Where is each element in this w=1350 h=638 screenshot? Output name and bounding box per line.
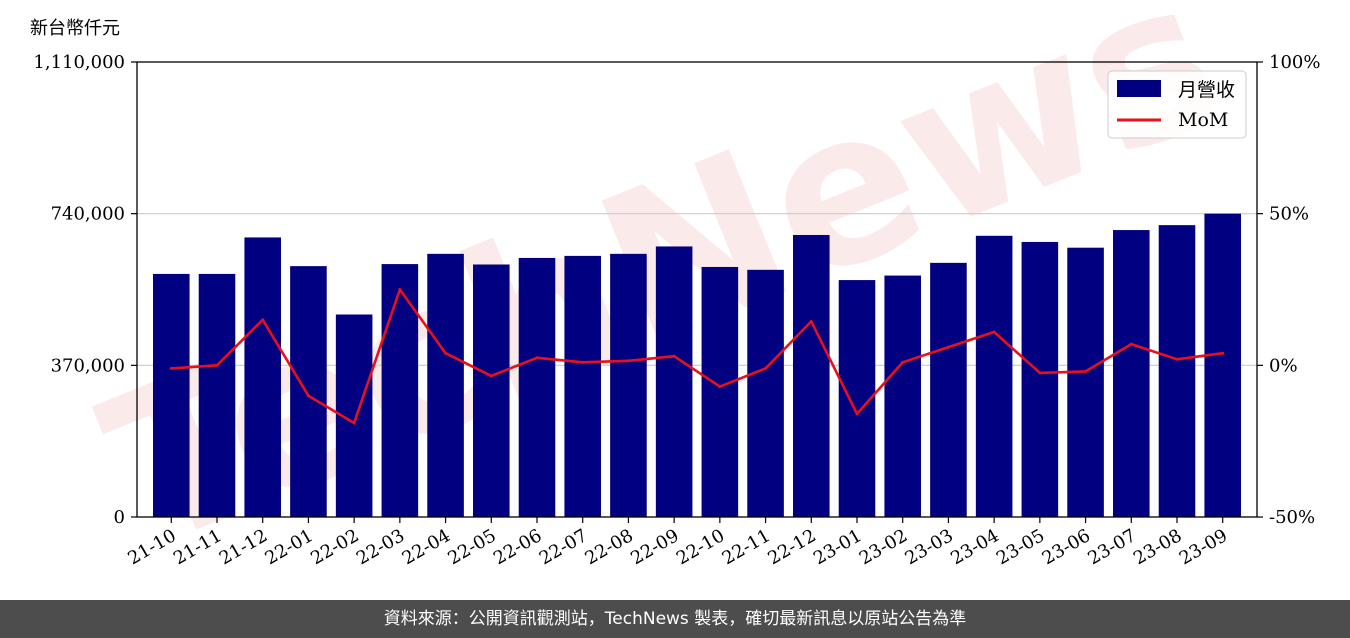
revenue-bar [1113, 230, 1150, 518]
revenue-bar [1204, 213, 1241, 517]
mom-point [352, 421, 356, 425]
x-tick-label: 23-04 [947, 525, 1002, 569]
mom-point [444, 351, 448, 355]
x-tick-label: 22-09 [627, 525, 682, 569]
right-tick-label: -50% [1269, 507, 1315, 528]
legend-line-label: MoM [1178, 109, 1228, 131]
legend: 月營收 MoM [1107, 70, 1247, 139]
revenue-bar [427, 253, 464, 518]
x-tick-label: 23-03 [901, 525, 956, 569]
left-tick-label: 0 [114, 507, 125, 528]
revenue-bar [1067, 247, 1104, 517]
y-axis-unit-label: 新台幣仟元 [30, 18, 120, 39]
revenue-bar [381, 264, 419, 517]
x-tick-label: 23-05 [993, 525, 1048, 569]
revenue-bar [244, 237, 281, 517]
legend-bar-swatch [1117, 80, 1161, 97]
revenue-bar [793, 234, 830, 517]
revenue-bar [518, 257, 556, 517]
revenue-bar [884, 275, 921, 517]
mom-point [809, 319, 813, 323]
revenue-bar [290, 266, 327, 517]
mom-line-series [169, 288, 1225, 425]
revenue-bar [655, 246, 693, 517]
revenue-bar [747, 269, 784, 517]
mom-point [215, 363, 219, 367]
revenue-bar [930, 262, 967, 517]
x-tick-label: 23-09 [1176, 525, 1231, 569]
x-tick-label: 22-11 [719, 525, 774, 569]
mom-point [1175, 357, 1179, 361]
x-tick-label: 22-05 [444, 525, 499, 569]
x-tick-label: 23-02 [856, 525, 911, 569]
mom-point [489, 374, 493, 378]
footer-source-note: 資料來源：公開資訊觀測站，TechNews 製表，確切最新訊息以原站公告為準 [0, 600, 1350, 638]
bar-series [153, 213, 1241, 518]
revenue-bar [610, 253, 647, 518]
x-tick-label: 22-06 [490, 525, 545, 569]
revenue-bar [1158, 225, 1196, 517]
mom-point [764, 366, 768, 370]
x-tick-label: 23-06 [1039, 525, 1094, 569]
mom-point [946, 345, 950, 349]
mom-point [672, 354, 676, 358]
x-tick-label: 22-12 [764, 525, 819, 569]
mom-point [169, 366, 173, 370]
mom-point [1221, 351, 1225, 355]
revenue-bar [564, 255, 601, 517]
mom-point [1129, 342, 1133, 346]
revenue-bar [1021, 241, 1059, 518]
legend-bar-label: 月營收 [1178, 79, 1235, 101]
revenue-bar [975, 235, 1013, 517]
x-tick-label: 22-10 [673, 525, 728, 569]
plot-area-frame [136, 61, 1258, 518]
mom-line [171, 288, 1223, 425]
revenue-bar [701, 266, 739, 517]
left-y-axis: 0 370,000 740,000 1,110,000 [33, 52, 137, 528]
mom-point [992, 330, 996, 334]
right-tick-label: 100% [1269, 52, 1320, 73]
left-tick-label: 740,000 [51, 204, 125, 225]
mom-point [1084, 369, 1088, 373]
x-tick-label: 23-01 [810, 525, 865, 569]
left-tick-label: 370,000 [51, 355, 125, 376]
mom-point [261, 318, 265, 322]
x-tick-label: 22-04 [399, 525, 454, 569]
x-tick-label: 22-07 [536, 525, 591, 569]
mom-point [626, 359, 630, 363]
right-tick-label: 50% [1269, 204, 1309, 225]
mom-point [901, 360, 905, 364]
revenue-bar [473, 264, 510, 517]
x-tick-label: 22-03 [353, 525, 408, 569]
right-y-axis: -50% 0% 50% 100% [1257, 52, 1320, 528]
left-tick-label: 1,110,000 [33, 52, 125, 73]
mom-point [718, 385, 722, 389]
mom-point [855, 412, 859, 416]
x-tick-label: 23-08 [1130, 525, 1185, 569]
revenue-bar [153, 273, 190, 517]
x-tick-label: 23-07 [1084, 525, 1139, 569]
mom-point [398, 288, 402, 291]
mom-point [535, 356, 539, 360]
revenue-bar [198, 273, 236, 517]
mom-point [1038, 371, 1042, 375]
mom-point [581, 360, 585, 364]
mom-point [306, 394, 310, 398]
right-tick-label: 0% [1269, 355, 1298, 376]
x-tick-label: 22-08 [581, 525, 636, 569]
